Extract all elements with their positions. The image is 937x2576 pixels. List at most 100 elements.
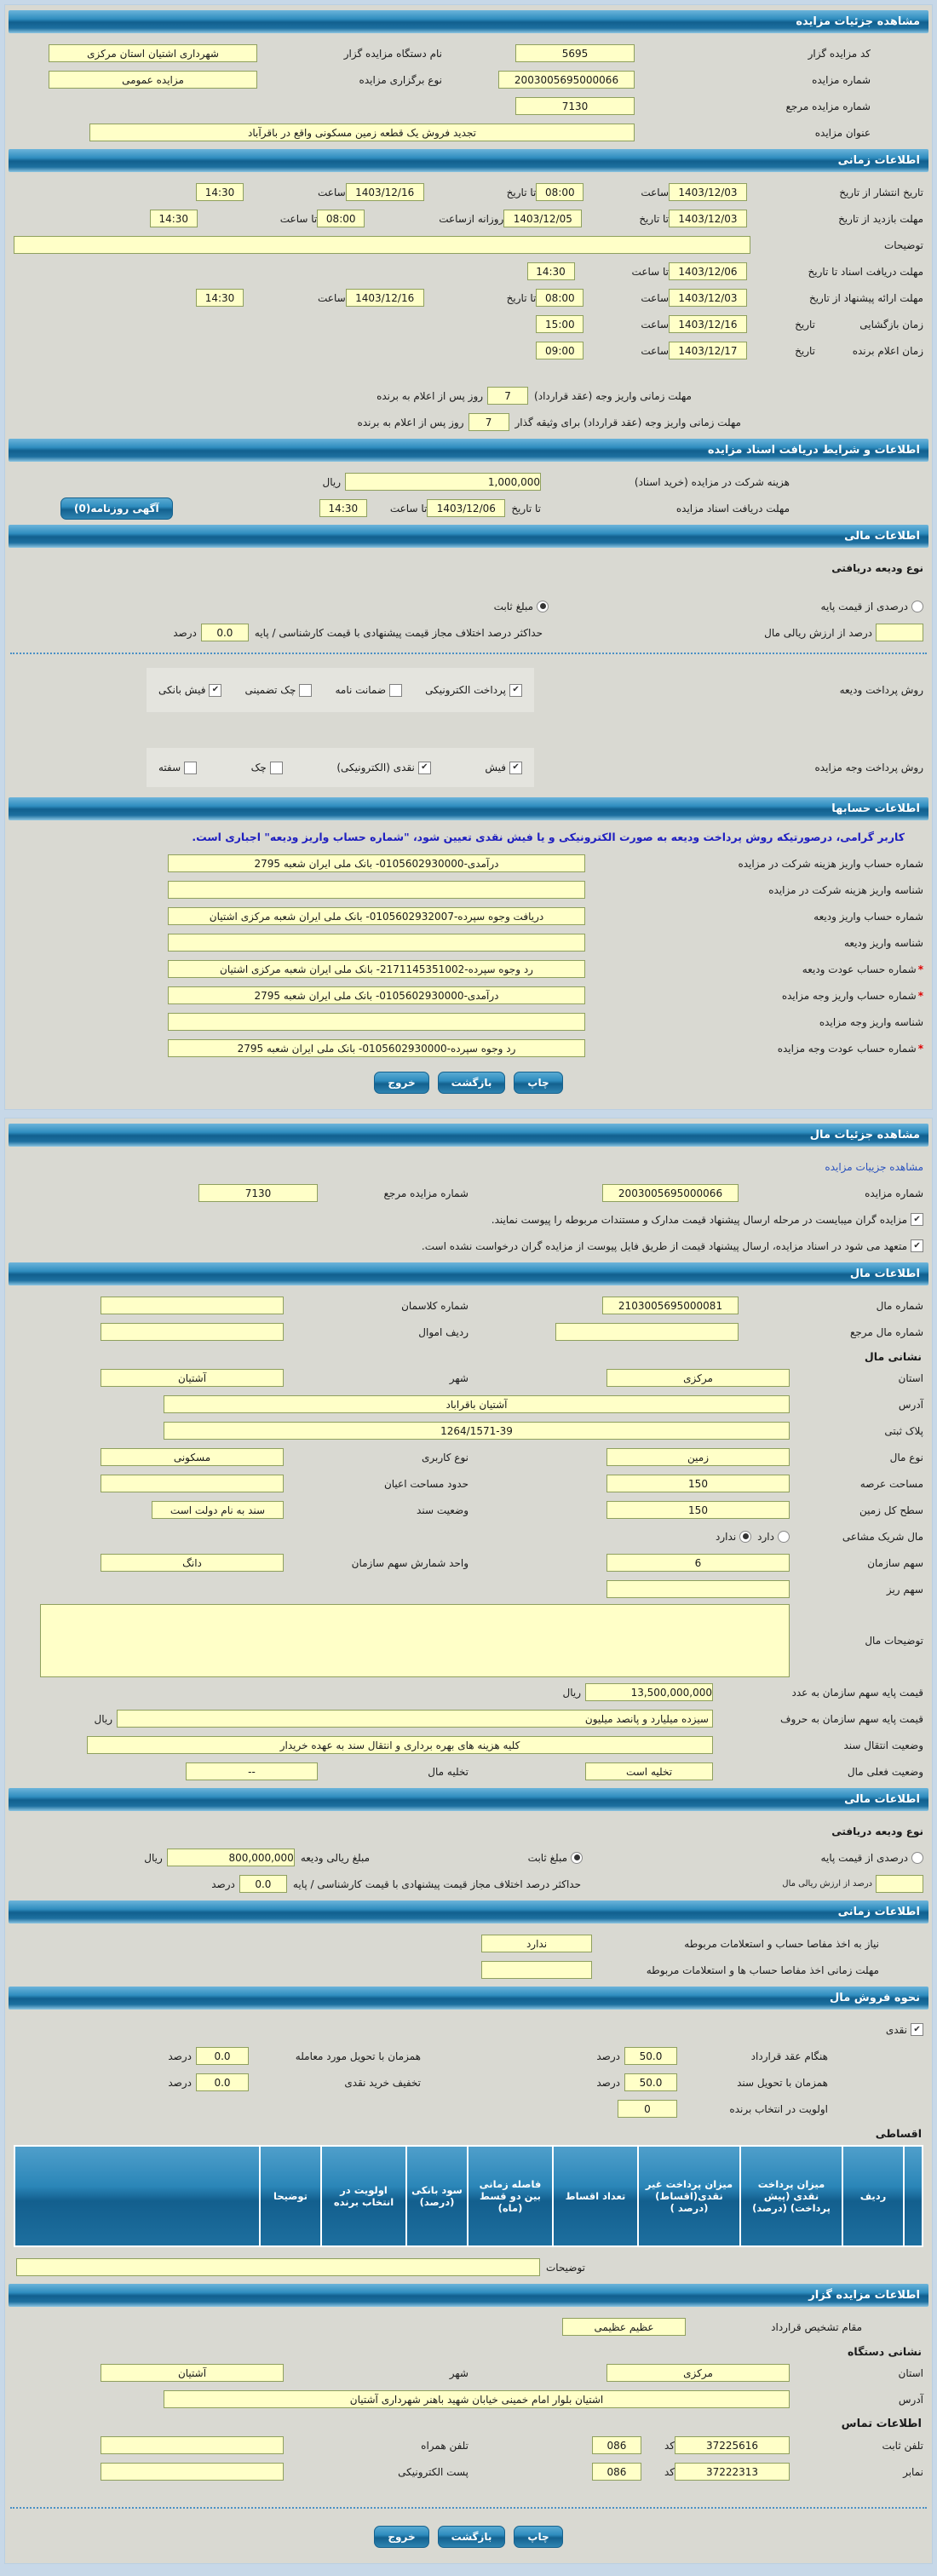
mal-notes-field[interactable] [40,1604,790,1677]
account-field[interactable]: درآمدی-0105602930000- بانک ملی ایران شعب… [168,986,585,1004]
discount-percent-field[interactable]: 0.0 [196,2073,249,2091]
exit-button[interactable]: خروج [374,2526,429,2548]
checkbox-guarantee-letter[interactable] [389,683,403,697]
deed-percent-field[interactable]: 50.0 [624,2073,677,2091]
org-name-field[interactable]: شهرداری اشتیان استان مرکزی [49,44,257,62]
back-button[interactable]: بازگشت [437,1072,506,1094]
winner-priority-field[interactable]: 0 [618,2100,677,2118]
print-button[interactable]: چاپ [514,2526,563,2548]
checkbox-promissory-note[interactable] [184,761,198,774]
offer-date-from[interactable]: 1403/12/03 [669,289,747,307]
mal-number-field[interactable]: 2103005695000081 [602,1297,739,1314]
deposit-amount-field[interactable]: 800,000,000 [166,1849,295,1866]
land-total-field[interactable]: 150 [606,1501,790,1519]
doc-buy-deadline-date[interactable]: 1403/12/06 [427,499,506,517]
visit-date-from[interactable]: 1403/12/03 [669,210,747,227]
visit-time-from[interactable]: 08:00 [317,210,365,227]
account-field[interactable] [168,881,585,899]
agency-address-field[interactable]: اشتیان بلوار امام خمینی خیابان شهید باهن… [164,2390,790,2408]
land-area-field[interactable]: 150 [606,1475,790,1492]
share-unit-field[interactable]: دانگ [101,1554,284,1572]
base-price-words-field[interactable]: سیزده میلیارد و پانصد میلیون [117,1710,713,1728]
auction-ref-field[interactable]: 7130 [515,97,635,115]
publish-date-to[interactable]: 1403/12/16 [345,183,424,201]
sub-share-field[interactable] [606,1580,790,1598]
maxdiff-field[interactable]: 0.0 [200,624,249,641]
email-field[interactable] [101,2463,284,2481]
usage-type-field[interactable]: مسکونی [101,1448,284,1466]
fax-code-field[interactable]: 086 [591,2463,641,2481]
delivery-percent-field[interactable]: 0.0 [196,2047,249,2065]
auction-title-field[interactable]: تجدید فروش یک قطعه زمین مسکونی واقع در ب… [89,124,635,141]
time-notes-field[interactable] [14,236,750,254]
radio-fixed-amount[interactable] [571,1851,583,1864]
winner-date[interactable]: 1403/12/17 [669,342,747,359]
checkbox-bank-receipt[interactable] [209,683,222,697]
base-price-field[interactable]: 13,500,000,000 [585,1683,713,1701]
radio-shared-no[interactable] [739,1530,752,1543]
agency-city-field[interactable]: آشتیان [101,2364,284,2382]
publish-date-from[interactable]: 1403/12/03 [669,183,747,201]
newspaper-ad-button[interactable]: آگهی روزنامه(0) [60,497,173,520]
doc-deadline-date[interactable]: 1403/12/06 [669,262,747,280]
publish-time-to[interactable]: 14:30 [196,183,244,201]
checkbox-certified-check[interactable] [299,683,313,697]
account-field[interactable]: رد وجوه سپرده-0105602930000- بانک ملی ای… [168,1039,585,1057]
account-field[interactable]: درآمدی-0105602930000- بانک ملی ایران شعب… [168,854,585,872]
pay-deadline2-days[interactable]: 7 [468,413,509,431]
auction-number-field[interactable]: 2003005695000066 [602,1184,739,1202]
mobile-field[interactable] [101,2436,284,2454]
clearance-field[interactable]: ندارد [481,1935,592,1952]
phone-code-field[interactable]: 086 [591,2436,641,2454]
doc-deadline-time[interactable]: 14:30 [526,262,575,280]
account-field[interactable]: رد وجوه سپرده-2171145351002- بانک ملی ای… [168,960,585,978]
evacuation-field[interactable]: -- [186,1762,318,1780]
account-field[interactable] [168,1013,585,1031]
fax-field[interactable]: 37222313 [675,2463,790,2481]
classman-field[interactable] [101,1297,284,1314]
auction-ref-field[interactable]: 7130 [198,1184,318,1202]
opening-date[interactable]: 1403/12/16 [669,315,747,333]
asset-row-field[interactable] [101,1323,284,1341]
radio-fixed-amount[interactable] [537,600,549,612]
print-button[interactable]: چاپ [514,1072,563,1094]
offer-time-from[interactable]: 08:00 [536,289,584,307]
offer-date-to[interactable]: 1403/12/16 [345,289,424,307]
checkbox-attach-documents[interactable] [911,1213,923,1226]
publish-time-from[interactable]: 08:00 [536,183,584,201]
pay-deadline1-days[interactable]: 7 [487,387,529,405]
checkbox-receipt[interactable] [509,761,522,774]
back-button[interactable]: بازگشت [437,2526,506,2548]
account-field[interactable] [168,934,585,952]
contract-authority-field[interactable]: عظیم عظیمی [562,2318,686,2336]
checkbox-cash-electronic[interactable] [417,761,431,774]
opening-time[interactable]: 15:00 [536,315,584,333]
view-auction-details-link[interactable]: مشاهده جزییات مزایده [825,1160,923,1173]
winner-time[interactable]: 09:00 [536,342,584,359]
phone-field[interactable]: 37225616 [675,2436,790,2454]
percent-of-value-field[interactable] [876,1875,923,1893]
doc-buy-deadline-time[interactable]: 14:30 [319,499,367,517]
radio-percent-of-base[interactable] [911,600,923,612]
address-field[interactable]: آشتیان باقراباد [164,1395,790,1413]
mal-ref-field[interactable] [555,1323,739,1341]
checkbox-cash-sale[interactable] [911,2023,923,2036]
fee-field[interactable]: 1,000,000 [345,473,541,491]
auction-code-field[interactable]: 5695 [515,44,635,62]
exit-button[interactable]: خروج [374,1072,429,1094]
checkbox-no-price-file[interactable] [911,1239,923,1252]
radio-percent-of-base[interactable] [911,1851,923,1864]
visit-time-to[interactable]: 14:30 [149,210,198,227]
offer-time-to[interactable]: 14:30 [196,289,244,307]
plate-field[interactable]: 1264/1571-39 [164,1422,790,1440]
percent-of-value-field[interactable] [876,624,923,641]
org-share-field[interactable]: 6 [606,1554,790,1572]
checkbox-check[interactable] [269,761,283,774]
deed-status-field[interactable]: سند به نام دولت است [152,1501,284,1519]
clearance-deadline-field[interactable] [481,1961,592,1979]
sale-notes-field[interactable] [15,2258,540,2276]
maxdiff-field[interactable]: 0.0 [239,1875,287,1893]
building-area-field[interactable] [101,1475,284,1492]
checkbox-electronic-payment[interactable] [509,683,522,697]
province-field[interactable]: مرکزی [606,1369,790,1387]
